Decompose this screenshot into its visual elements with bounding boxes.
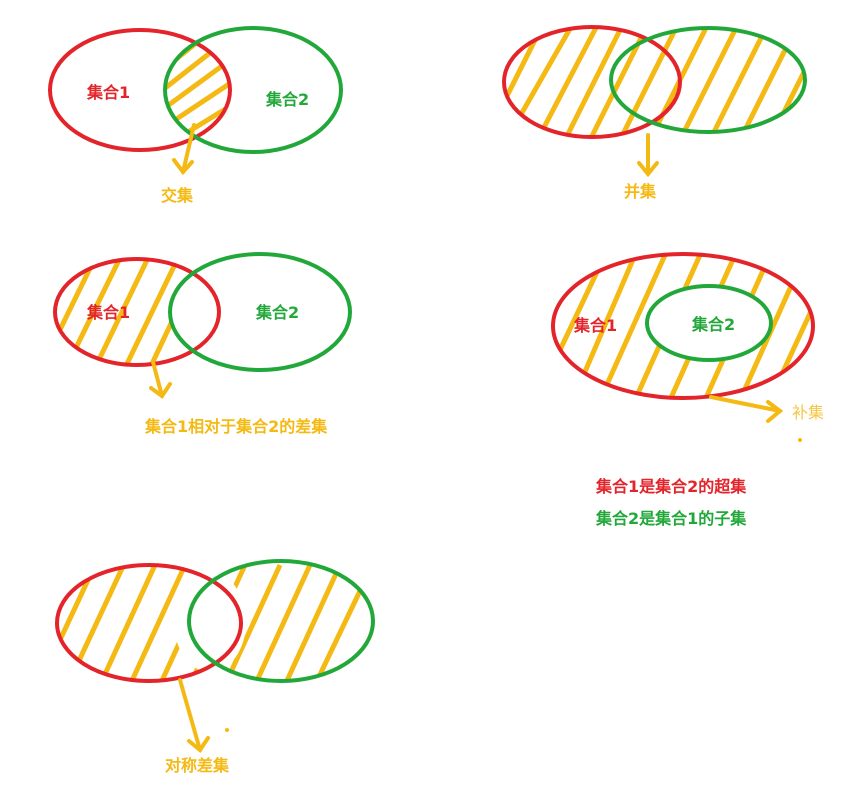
subset-circle (645, 284, 773, 362)
complement-label: 补集 (792, 403, 824, 422)
complement-diagram (551, 252, 815, 442)
symmetric-difference-arrow (178, 678, 210, 753)
difference-set2-circle (168, 252, 352, 372)
stray-dot-2 (225, 728, 229, 732)
symmetric-difference-hatch (57, 561, 373, 681)
superset-circle (551, 252, 815, 400)
symmetric-difference-diagram (55, 559, 375, 753)
union-label: 并集 (624, 182, 657, 201)
difference-set1-label: 集合1 (86, 303, 130, 322)
set2-label: 集合2 (265, 90, 309, 109)
sym-set2-circle (187, 559, 375, 683)
set2-circle (163, 26, 343, 154)
set1-circle (48, 28, 232, 152)
superset-statement: 集合1是集合2的超集 (595, 477, 747, 496)
difference-set1-circle (53, 257, 221, 367)
stray-dot (798, 438, 802, 442)
difference-diagram (53, 252, 352, 399)
intersection-label: 交集 (161, 186, 194, 205)
superset-set1-label: 集合1 (573, 316, 617, 335)
sym-set1-circle (55, 563, 243, 683)
subset-statement: 集合2是集合1的子集 (595, 509, 747, 528)
union-diagram (502, 25, 807, 178)
difference-set2-label: 集合2 (255, 303, 299, 322)
union-hatch (504, 27, 805, 137)
union-set2-circle (609, 26, 807, 134)
difference-label: 集合1相对于集合2的差集 (144, 417, 328, 436)
complement-arrow (709, 395, 784, 423)
intersection-diagram (48, 26, 343, 176)
set1-label: 集合1 (86, 83, 130, 102)
difference-arrow (149, 360, 172, 399)
intersection-arrow (172, 123, 196, 176)
union-arrow (637, 133, 659, 178)
subset-set2-label: 集合2 (691, 315, 735, 334)
difference-hatch (55, 259, 203, 365)
union-set1-circle (502, 25, 682, 139)
symmetric-difference-label: 对称差集 (165, 756, 230, 775)
